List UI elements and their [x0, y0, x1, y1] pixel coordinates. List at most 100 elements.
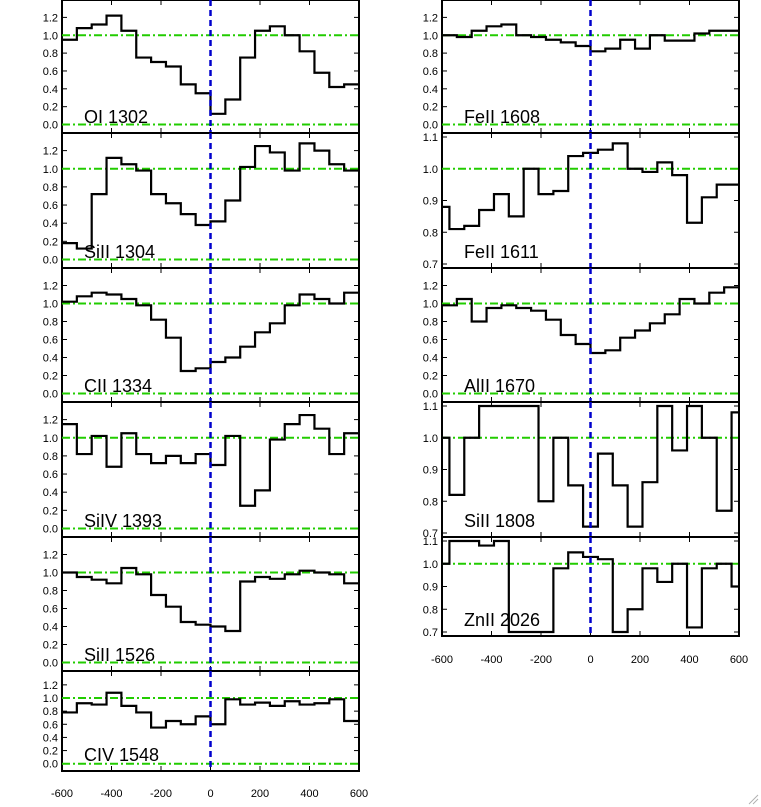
y-tick-label: 0.9 — [423, 582, 438, 594]
y-tick-label: 1.0 — [43, 299, 58, 311]
y-tick-label: 0.7 — [423, 259, 438, 271]
x-tick-label: 0 — [207, 788, 213, 800]
y-tick-label: 0.4 — [43, 218, 58, 230]
y-tick-label: 0.0 — [43, 389, 58, 401]
y-tick-label: 0.8 — [423, 496, 438, 508]
x-tick-label: 200 — [631, 654, 649, 666]
y-tick-label: 0.0 — [43, 759, 58, 771]
y-tick-label: 0.8 — [43, 706, 58, 718]
y-tick-label: 1.0 — [43, 693, 58, 705]
transition-label: SiII 1526 — [84, 645, 155, 665]
transition-label: CIV 1548 — [84, 745, 159, 765]
y-tick-label: 0.2 — [43, 640, 58, 652]
y-tick-label: 1.2 — [43, 281, 58, 293]
spectrum-step-line — [442, 142, 739, 231]
y-tick-label: 0.0 — [43, 120, 58, 132]
transition-label: OI 1302 — [84, 107, 148, 127]
spectrum-panel: 0.7 0.8 0.9 1.0 1.1 ZnII 2026 — [423, 536, 740, 639]
spectrum-panel: 0.7 0.8 0.9 1.0 1.1 FeII 1611 — [423, 132, 740, 271]
y-tick-label: 0.2 — [423, 102, 438, 114]
transition-label: CII 1334 — [84, 376, 152, 396]
y-tick-label: 1.2 — [43, 146, 58, 158]
y-tick-label: 1.1 — [423, 132, 438, 144]
y-tick-label: 0.0 — [43, 523, 58, 535]
transition-label: FeII 1608 — [464, 107, 540, 127]
y-tick-label: 0.6 — [423, 66, 438, 78]
spectrum-panel: 0.7 0.8 0.9 1.0 1.1 SiII 1808 — [423, 401, 740, 540]
y-tick-label: 0.2 — [43, 236, 58, 248]
y-tick-label: 1.1 — [423, 401, 438, 413]
y-tick-label: 1.2 — [423, 12, 438, 24]
y-tick-label: 0.8 — [43, 182, 58, 194]
x-tick-label: -400 — [480, 654, 502, 666]
y-tick-label: 0.4 — [43, 353, 58, 365]
resize-grip-icon[interactable] — [747, 793, 759, 805]
spectrum-step-line — [62, 291, 359, 373]
x-tick-label: -200 — [530, 654, 552, 666]
y-tick-label: 1.2 — [43, 680, 58, 692]
spectrum-panel: 0.0 0.2 0.4 0.6 0.8 1.0 1.2 FeII 1608 — [423, 0, 740, 134]
y-tick-label: 0.6 — [43, 66, 58, 78]
transition-label: SiIV 1393 — [84, 511, 162, 531]
y-tick-label: 1.1 — [423, 536, 438, 548]
y-tick-label: 0.4 — [43, 84, 58, 96]
y-tick-label: 1.0 — [43, 433, 58, 445]
y-tick-label: 0.6 — [43, 719, 58, 731]
y-tick-label: 0.8 — [43, 451, 58, 463]
y-tick-label: 0.8 — [423, 48, 438, 60]
y-tick-label: 0.8 — [43, 48, 58, 60]
y-tick-label: 0.9 — [423, 465, 438, 477]
spectrum-step-line — [442, 539, 739, 634]
y-tick-label: 1.0 — [423, 559, 438, 571]
y-tick-label: 0.0 — [423, 389, 438, 401]
y-tick-label: 0.2 — [43, 505, 58, 517]
y-tick-label: 1.2 — [43, 12, 58, 24]
y-tick-label: 1.2 — [423, 281, 438, 293]
y-tick-label: 0.8 — [423, 317, 438, 329]
x-tick-label: -600 — [51, 788, 73, 800]
y-tick-label: 0.4 — [43, 487, 58, 499]
y-tick-label: 0.2 — [43, 102, 58, 114]
y-tick-label: 1.0 — [43, 568, 58, 580]
x-tick-label: 400 — [680, 654, 698, 666]
y-tick-label: 1.0 — [423, 433, 438, 445]
x-tick-label: 600 — [350, 788, 368, 800]
x-tick-label: -400 — [100, 788, 122, 800]
y-tick-label: 0.8 — [43, 317, 58, 329]
y-tick-label: 0.6 — [43, 469, 58, 481]
y-tick-label: 0.4 — [43, 622, 58, 634]
spectrum-step-line — [62, 413, 359, 507]
x-tick-label: -200 — [150, 788, 172, 800]
y-tick-label: 0.6 — [43, 335, 58, 347]
y-tick-label: 0.0 — [43, 254, 58, 266]
y-tick-label: 1.2 — [43, 550, 58, 562]
y-tick-label: 0.4 — [423, 353, 438, 365]
y-tick-label: 0.0 — [423, 120, 438, 132]
y-tick-label: 1.0 — [423, 164, 438, 176]
y-tick-label: 0.2 — [43, 746, 58, 758]
spectrum-step-line — [442, 23, 739, 53]
y-tick-label: 1.0 — [43, 30, 58, 42]
y-tick-label: 0.8 — [423, 604, 438, 616]
y-tick-label: 0.7 — [423, 528, 438, 540]
transition-label: ZnII 2026 — [464, 610, 540, 630]
y-tick-label: 0.2 — [43, 371, 58, 383]
x-tick-label: 400 — [300, 788, 318, 800]
y-tick-label: 0.8 — [43, 586, 58, 598]
y-tick-label: 0.7 — [423, 627, 438, 639]
x-tick-label: -600 — [431, 654, 453, 666]
transition-label: AlII 1670 — [464, 376, 535, 396]
y-tick-label: 1.0 — [43, 164, 58, 176]
x-tick-label: 600 — [730, 654, 748, 666]
y-tick-label: 0.6 — [43, 200, 58, 212]
spectrum-panel: 0.0 0.2 0.4 0.6 0.8 1.0 1.2 SiIV 1393 — [43, 401, 360, 538]
transition-label: SiII 1304 — [84, 242, 155, 262]
transition-label: SiII 1808 — [464, 511, 535, 531]
x-tick-label: 200 — [251, 788, 269, 800]
x-tick-label: 0 — [587, 654, 593, 666]
spectrum-step-line — [62, 566, 359, 633]
transition-label: FeII 1611 — [464, 242, 539, 262]
y-tick-label: 1.0 — [423, 299, 438, 311]
y-tick-label: 0.6 — [43, 604, 58, 616]
